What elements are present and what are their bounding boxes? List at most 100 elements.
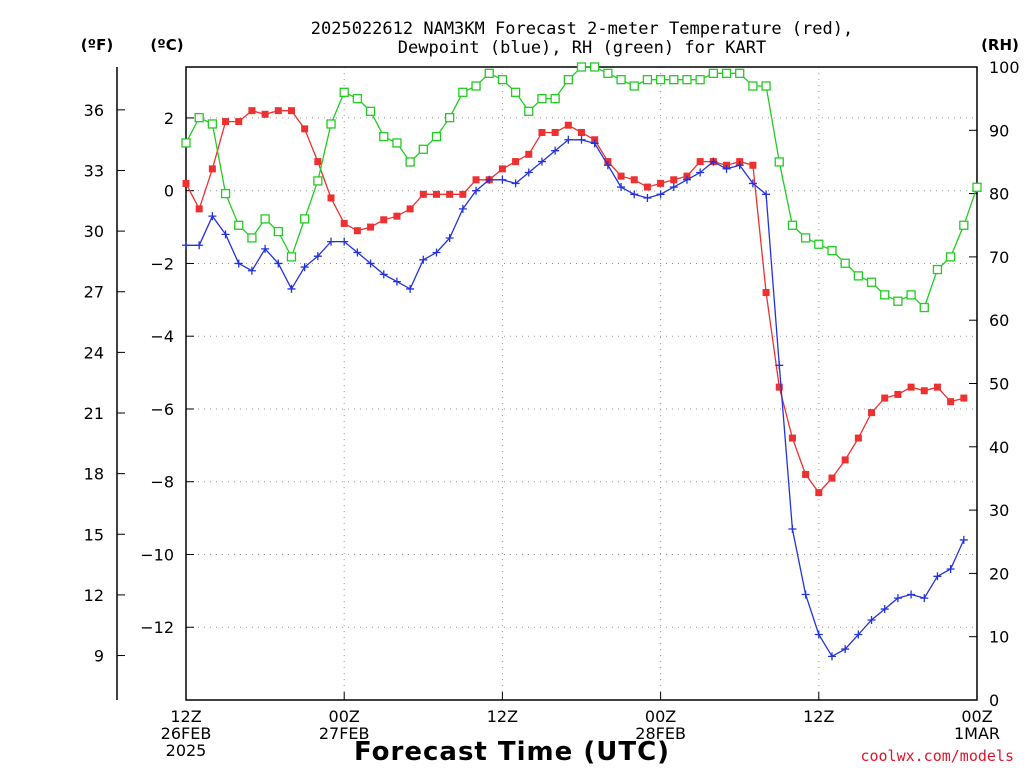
- dewpoint-point: [775, 361, 784, 370]
- rh-point: [234, 220, 244, 230]
- rh-point: [919, 302, 929, 313]
- rh-point: [431, 131, 442, 142]
- rh-point: [932, 264, 943, 275]
- rh-point: [537, 94, 547, 104]
- rh-point: [445, 112, 455, 123]
- temperature-point: [828, 474, 836, 482]
- rh-point: [247, 233, 257, 243]
- rh-tick-label: 50: [989, 375, 1009, 394]
- temperature-point: [393, 212, 401, 220]
- dewpoint-point: [392, 277, 401, 286]
- dewpoint-point: [313, 252, 322, 261]
- rh-tick-label: 90: [989, 121, 1009, 140]
- celsius-tick-label: 2: [164, 109, 174, 128]
- rh-point: [655, 75, 666, 85]
- rh-point: [774, 157, 784, 167]
- dewpoint-point: [788, 525, 797, 534]
- dewpoint-point: [274, 259, 283, 268]
- rh-point: [550, 94, 560, 104]
- series-temperature: [182, 107, 968, 497]
- rh-point: [220, 188, 231, 199]
- dewpoint-point: [445, 233, 454, 242]
- x-tick-label: 12Z: [487, 707, 518, 726]
- x-tick-label: 28FEB: [635, 724, 686, 743]
- rh-tick-label: 70: [989, 248, 1009, 267]
- x-tick-label: 00Z: [961, 707, 992, 726]
- temperature-point: [960, 394, 968, 402]
- rh-point: [721, 68, 732, 78]
- rh-point: [616, 75, 626, 85]
- rh-point: [405, 157, 415, 167]
- rh-point: [484, 68, 494, 78]
- dewpoint-point: [472, 186, 481, 195]
- dewpoint-point: [630, 190, 639, 199]
- rh-tick-label: 30: [989, 501, 1009, 520]
- rh-point: [866, 277, 877, 287]
- dewpoint-point: [946, 565, 955, 574]
- temperature-point: [301, 125, 309, 133]
- temperature-point: [446, 190, 454, 198]
- rh-point: [787, 220, 798, 230]
- dewpoint-point: [564, 135, 573, 144]
- celsius-tick-label: −10: [140, 545, 174, 564]
- dewpoint-point: [261, 244, 270, 253]
- dewpoint-point: [933, 572, 942, 581]
- x-tick-label: 26FEB: [161, 724, 212, 743]
- temperature-point: [907, 383, 915, 391]
- temperature-point: [696, 158, 704, 166]
- celsius-tick-label: −8: [150, 473, 174, 492]
- series-dewpoint: [182, 135, 968, 661]
- gridlines: [186, 67, 977, 700]
- rh-point: [260, 214, 270, 224]
- rh-point: [326, 119, 336, 129]
- dewpoint-point: [327, 237, 336, 246]
- dewpoint-point: [603, 161, 612, 170]
- series-line-temperature: [185, 109, 964, 494]
- temperature-point: [670, 176, 678, 184]
- temperature-point: [881, 394, 889, 402]
- temperature-point: [947, 398, 955, 406]
- rh-point: [800, 233, 811, 243]
- dewpoint-point: [709, 157, 718, 166]
- rh-point: [313, 176, 323, 186]
- temperature-point: [287, 107, 295, 115]
- dewpoint-point: [801, 590, 810, 599]
- temperature-point: [657, 179, 665, 187]
- rh-point: [642, 75, 653, 85]
- dewpoint-point: [959, 535, 968, 544]
- dewpoint-point: [867, 615, 876, 624]
- rh-tick-label: 10: [989, 628, 1009, 647]
- temperature-point: [459, 190, 467, 198]
- temperature-point: [235, 118, 243, 126]
- rh-tick-label: 0: [989, 691, 999, 710]
- dewpoint-point: [669, 183, 678, 192]
- dewpoint-point: [893, 594, 902, 603]
- dewpoint-point: [366, 259, 375, 268]
- rh-point: [603, 68, 613, 78]
- rh-point: [392, 138, 402, 148]
- dewpoint-point: [432, 248, 441, 257]
- temperature-point: [367, 223, 375, 231]
- x-tick-label: 1MAR: [954, 724, 1000, 743]
- dewpoint-point: [814, 630, 823, 639]
- temperature-point: [274, 107, 282, 115]
- temperature-point: [551, 128, 559, 136]
- rh-point: [708, 68, 718, 78]
- dewpoint-point: [696, 168, 705, 177]
- rh-point: [945, 252, 956, 262]
- credit-text: coolwx.com/models: [860, 747, 1014, 765]
- dewpoint-point: [854, 630, 863, 639]
- dewpoint-point: [221, 230, 230, 239]
- rh-point: [352, 94, 363, 104]
- dewpoint-point: [195, 241, 204, 250]
- series-rh: [181, 62, 982, 313]
- temperature-point: [933, 383, 941, 391]
- dewpoint-point: [208, 212, 217, 221]
- temperature-point: [406, 205, 414, 213]
- rh-point: [563, 75, 573, 85]
- temperature-point: [630, 176, 638, 184]
- temperature-point: [788, 434, 796, 442]
- temperature-point: [868, 409, 876, 417]
